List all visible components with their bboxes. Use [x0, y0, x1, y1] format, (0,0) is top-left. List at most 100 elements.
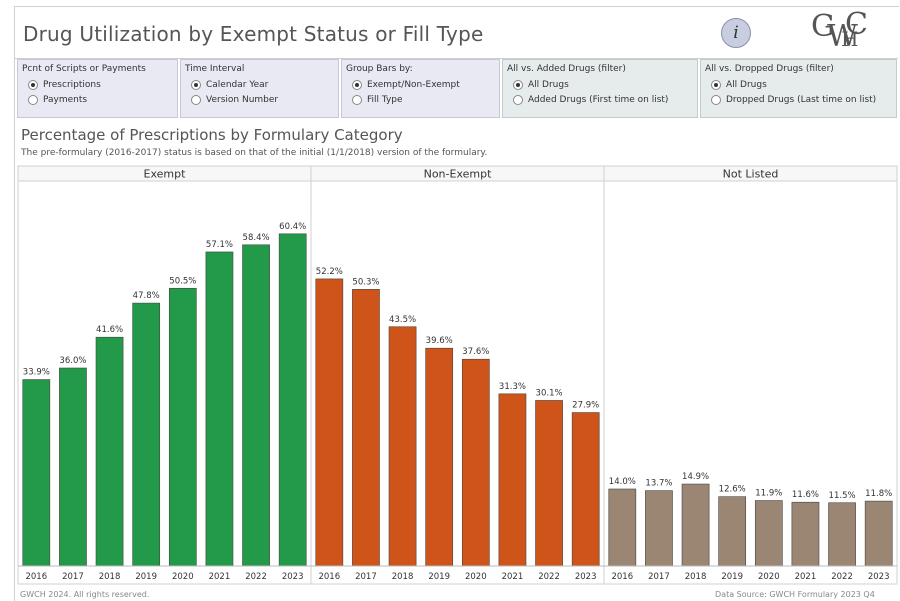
- x-tick-label: 2016: [318, 572, 340, 582]
- filter-added-drugs: All vs. Added Drugs (filter) All Drugs A…: [502, 59, 698, 118]
- bar: [754, 500, 783, 567]
- x-tick-label: 2016: [25, 572, 47, 582]
- bar-value-label: 13.7%: [645, 479, 672, 489]
- bar-value-label: 33.9%: [23, 368, 50, 378]
- x-tick-label: 2017: [355, 572, 377, 582]
- radio-selected-icon: [711, 79, 721, 90]
- bar-value-label: 58.4%: [243, 233, 270, 243]
- bar-value-label: 47.8%: [133, 291, 160, 301]
- bar-value-label: 57.1%: [206, 240, 233, 250]
- filter-time-interval: Time Interval Calendar Year Version Numb…: [180, 59, 339, 118]
- dashboard-header: Drug Utilization by Exempt Status or Fil…: [14, 6, 898, 59]
- x-tick-label: 2018: [99, 572, 121, 582]
- bar: [168, 287, 197, 567]
- filter-dropped-drugs: All vs. Dropped Drugs (filter) All Drugs…: [700, 59, 897, 118]
- bar-value-label: 30.1%: [536, 388, 563, 398]
- bar-value-label: 11.9%: [755, 489, 782, 499]
- filter-bar: Pcnt of Scripts or Payments Prescription…: [17, 59, 897, 118]
- bar-value-label: 50.3%: [352, 277, 379, 287]
- panel-header-label: Not Listed: [723, 168, 779, 181]
- x-tick-label: 2017: [62, 572, 84, 582]
- x-tick-label: 2020: [758, 572, 780, 582]
- x-tick-label: 2023: [868, 572, 890, 582]
- bar-value-label: 36.0%: [59, 356, 86, 366]
- radio-prescriptions[interactable]: Prescriptions: [22, 77, 177, 92]
- filter-title: Time Interval: [185, 64, 245, 74]
- bar: [95, 336, 124, 567]
- bar: [315, 278, 344, 567]
- dashboard-frame: [14, 6, 899, 601]
- bar: [608, 488, 637, 567]
- bar: [571, 412, 600, 567]
- radio-selected-icon: [28, 79, 38, 90]
- bar-value-label: 12.6%: [719, 485, 746, 495]
- bar-value-label: 41.6%: [96, 325, 123, 335]
- filter-title: Pcnt of Scripts or Payments: [22, 64, 146, 74]
- bar-value-label: 50.5%: [169, 276, 196, 286]
- x-tick-label: 2016: [611, 572, 633, 582]
- bar-value-label: 60.4%: [279, 222, 306, 232]
- bar: [535, 400, 563, 567]
- x-tick-label: 2019: [135, 572, 157, 582]
- x-tick-label: 2023: [282, 572, 304, 582]
- radio-calendar-year[interactable]: Calendar Year: [185, 77, 338, 92]
- bar-value-label: 11.5%: [829, 491, 856, 501]
- radio-version-number[interactable]: Version Number: [185, 92, 338, 107]
- radio-added-drugs[interactable]: Added Drugs (First time on list): [507, 92, 697, 107]
- radio-empty-icon: [352, 94, 362, 105]
- bar: [278, 233, 307, 567]
- bar-value-label: 11.8%: [865, 489, 892, 499]
- filter-title: Group Bars by:: [346, 64, 413, 74]
- bar: [205, 251, 234, 567]
- bar: [828, 502, 856, 567]
- radio-exempt-non-exempt[interactable]: Exempt/Non-Exempt: [346, 77, 499, 92]
- bar-value-label: 37.6%: [462, 347, 489, 357]
- radio-dropped-drugs[interactable]: Dropped Drugs (Last time on list): [705, 92, 896, 107]
- panel-header-label: Exempt: [144, 168, 187, 181]
- radio-empty-icon: [28, 94, 38, 105]
- radio-empty-icon: [513, 94, 523, 105]
- bar-value-label: 14.9%: [682, 472, 709, 482]
- radio-selected-icon: [513, 79, 523, 90]
- x-tick-label: 2022: [245, 572, 267, 582]
- radio-dropped-all-drugs[interactable]: All Drugs: [705, 77, 896, 92]
- footer: GWCH 2024. All rights reserved. Data Sou…: [20, 590, 880, 600]
- bar: [132, 302, 161, 567]
- info-button[interactable]: i: [721, 18, 751, 48]
- radio-fill-type[interactable]: Fill Type: [346, 92, 499, 107]
- x-tick-label: 2021: [209, 572, 231, 582]
- bar-value-label: 27.9%: [572, 401, 599, 411]
- x-tick-label: 2019: [721, 572, 743, 582]
- bar: [425, 347, 454, 567]
- x-tick-label: 2020: [465, 572, 487, 582]
- bar-value-label: 31.3%: [499, 382, 526, 392]
- bar: [791, 501, 820, 567]
- radio-empty-icon: [191, 94, 201, 105]
- bar-value-label: 39.6%: [426, 336, 453, 346]
- x-tick-label: 2021: [502, 572, 524, 582]
- bar-value-label: 14.0%: [609, 477, 636, 487]
- bar: [22, 379, 51, 567]
- bar: [352, 289, 380, 567]
- radio-payments[interactable]: Payments: [22, 92, 177, 107]
- filter-group-bars: Group Bars by: Exempt/Non-Exempt Fill Ty…: [341, 59, 500, 118]
- x-tick-label: 2023: [575, 572, 597, 582]
- bar: [645, 490, 673, 567]
- filter-title: All vs. Dropped Drugs (filter): [705, 64, 834, 74]
- x-tick-label: 2019: [428, 572, 450, 582]
- filter-scripts-or-payments: Pcnt of Scripts or Payments Prescription…: [17, 59, 178, 118]
- bar: [864, 500, 893, 567]
- x-tick-label: 2020: [172, 572, 194, 582]
- footer-copyright: GWCH 2024. All rights reserved.: [20, 590, 150, 599]
- x-tick-label: 2022: [831, 572, 853, 582]
- panel-header-label: Non-Exempt: [424, 168, 492, 181]
- bar-value-label: 52.2%: [316, 267, 343, 277]
- bar: [498, 393, 527, 567]
- gwch-logo: G W C H: [811, 7, 868, 54]
- bar-value-label: 11.6%: [792, 490, 819, 500]
- bar: [681, 483, 710, 567]
- radio-added-all-drugs[interactable]: All Drugs: [507, 77, 697, 92]
- bar: [718, 496, 747, 567]
- radio-empty-icon: [711, 94, 721, 105]
